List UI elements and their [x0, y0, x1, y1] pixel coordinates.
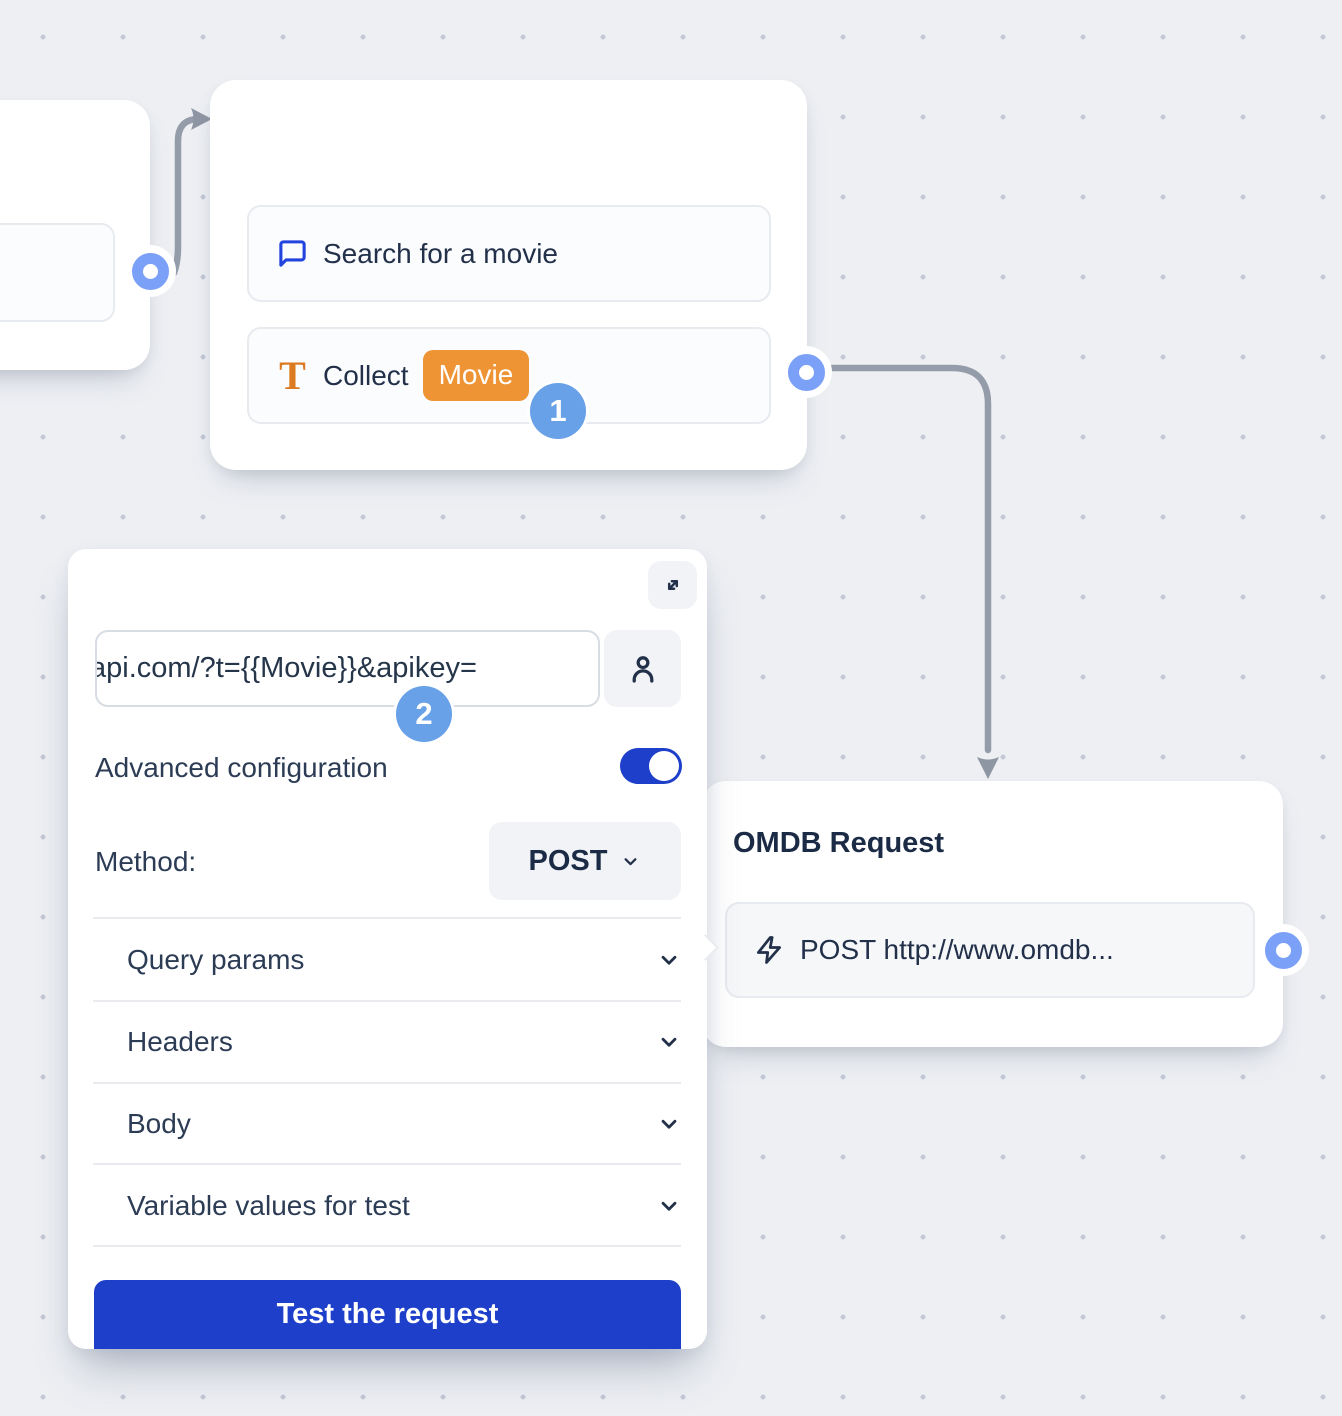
partial-node-card[interactable] — [0, 100, 150, 370]
variable-badge-movie[interactable]: Movie — [422, 350, 530, 401]
method-label: Method: — [95, 846, 197, 877]
output-port-partial-node[interactable] — [124, 245, 176, 297]
chevron-down-icon — [656, 1193, 682, 1219]
step-post-request[interactable]: POST http://www.omdb... — [725, 902, 1255, 998]
method-dropdown[interactable]: POST — [489, 822, 681, 900]
expand-icon — [667, 579, 678, 591]
omdb-request-node[interactable]: OMDB Request POST http://www.omdb... — [702, 781, 1283, 1047]
chat-bubble-icon — [277, 238, 308, 269]
section-headers[interactable]: Headers — [68, 1002, 707, 1082]
step-search-for-movie[interactable]: Search for a movie — [247, 205, 771, 302]
test-request-button[interactable]: Test the request — [94, 1280, 681, 1349]
divider — [93, 1082, 681, 1084]
section-label: Body — [127, 1108, 191, 1139]
toggle-knob — [649, 751, 679, 781]
node-title: OMDB Request — [733, 827, 945, 859]
advanced-configuration-toggle[interactable] — [620, 748, 682, 784]
step-label: Search for a movie — [323, 237, 558, 269]
expand-button[interactable] — [648, 561, 697, 609]
step-label: Collect — [323, 359, 409, 391]
webhook-config-panel: api.com/?t={{Movie}}&apikey= Advanced co… — [68, 549, 719, 1349]
step-annotation-2: 2 — [396, 686, 452, 742]
chevron-down-icon — [656, 1111, 682, 1137]
section-label: Headers — [127, 1026, 233, 1057]
connector-left-to-movie-search — [170, 115, 203, 277]
chevron-down-icon — [620, 851, 641, 872]
step-annotation-1: 1 — [530, 383, 586, 439]
connector-movie-search-to-omdb — [808, 364, 992, 754]
section-body[interactable]: Body — [68, 1084, 707, 1164]
step-label: POST http://www.omdb... — [800, 934, 1114, 965]
divider — [93, 1245, 681, 1247]
lightning-icon — [754, 935, 784, 965]
arrowhead-down — [977, 757, 999, 779]
section-query-params[interactable]: Query params — [68, 920, 707, 1000]
section-label: Query params — [127, 944, 305, 975]
divider — [93, 1163, 681, 1165]
text-input-icon: T — [279, 352, 306, 398]
divider — [93, 1000, 681, 1002]
output-port-collect-movie[interactable] — [780, 346, 832, 398]
method-value: POST — [528, 844, 608, 877]
partial-node-step[interactable] — [0, 223, 115, 322]
divider — [93, 917, 681, 919]
url-input[interactable]: api.com/?t={{Movie}}&apikey= — [95, 630, 600, 707]
person-button[interactable] — [604, 630, 681, 707]
url-value: api.com/?t={{Movie}}&apikey= — [95, 652, 477, 684]
section-label: Variable values for test — [127, 1190, 410, 1221]
section-variable-values[interactable]: Variable values for test — [68, 1166, 707, 1246]
step-collect-movie[interactable]: T Collect Movie — [247, 327, 771, 424]
arrowhead-right — [191, 108, 212, 130]
movie-search-node[interactable]: Movie search Search for a movie T Collec… — [210, 80, 807, 470]
person-icon — [632, 655, 653, 683]
advanced-configuration-label: Advanced configuration — [95, 752, 388, 783]
chevron-down-icon — [656, 947, 682, 973]
output-port-omdb-request[interactable] — [1257, 924, 1309, 976]
chevron-down-icon — [656, 1029, 682, 1055]
